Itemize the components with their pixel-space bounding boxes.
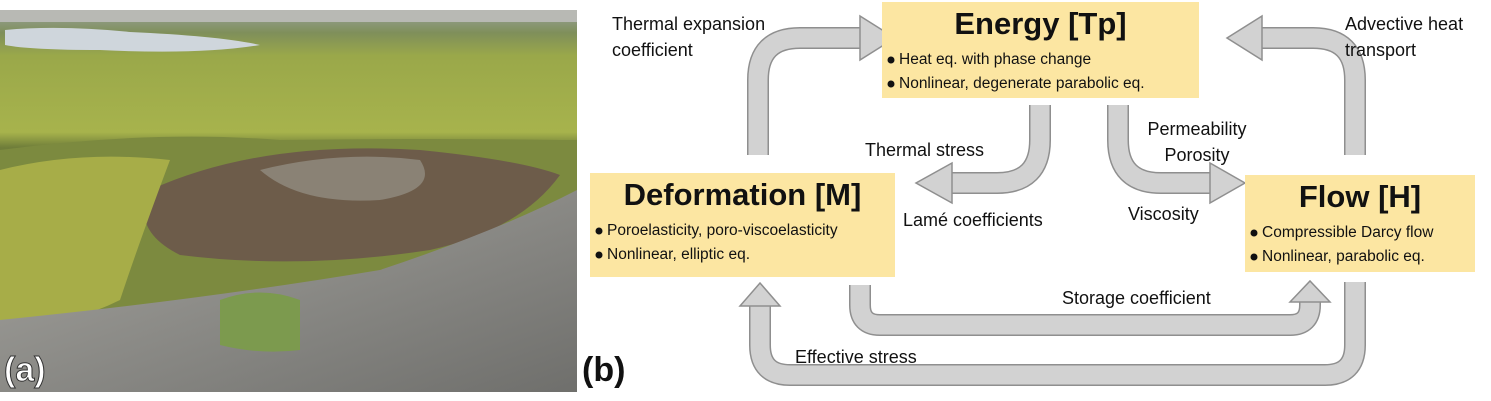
edge-label: Thermal stress — [865, 140, 984, 160]
node-box — [882, 2, 1199, 98]
node-box — [590, 173, 895, 277]
bullet — [1250, 253, 1258, 261]
node-title: Energy [Tp] — [954, 6, 1126, 41]
bullet — [595, 251, 603, 259]
arrow-head — [1288, 279, 1332, 303]
edge-label: Thermal expansion — [612, 14, 765, 34]
edge-label: Porosity — [1164, 145, 1229, 165]
arrow-body — [1262, 28, 1365, 155]
arrow-head — [738, 281, 782, 307]
bullet — [595, 227, 603, 235]
arrow-body — [1108, 105, 1210, 193]
node-item: Nonlinear, degenerate parabolic eq. — [899, 75, 1145, 92]
bullet — [887, 80, 895, 88]
arrow-body — [952, 105, 1050, 193]
edge-label: Storage coefficient — [1062, 288, 1211, 308]
bullet — [887, 56, 895, 64]
edge-label: Lamé coefficients — [903, 210, 1043, 230]
edge-label: Effective stress — [795, 347, 917, 367]
edge-label: coefficient — [612, 40, 693, 60]
node-title: Deformation [M] — [624, 177, 862, 212]
arrow-body — [748, 28, 860, 155]
edge-label: Viscosity — [1128, 204, 1199, 224]
node-title: Flow [H] — [1299, 179, 1421, 214]
node-box — [1245, 175, 1475, 272]
arrow-head — [1209, 161, 1247, 205]
edge-label: Permeability — [1147, 119, 1246, 139]
arrow-body — [750, 282, 1365, 385]
arrow-body — [850, 285, 1320, 335]
arrow-head — [1225, 14, 1263, 62]
edge-label: transport — [1345, 40, 1416, 60]
photo — [0, 10, 577, 392]
node-item: Compressible Darcy flow — [1262, 224, 1434, 241]
node-item: Nonlinear, elliptic eq. — [607, 246, 750, 263]
bullet — [1250, 229, 1258, 237]
arrow-head — [914, 161, 953, 205]
node-item: Heat eq. with phase change — [899, 51, 1091, 68]
arrow-head — [859, 14, 897, 62]
node-item: Nonlinear, parabolic eq. — [1262, 248, 1425, 265]
panel-label: (b) — [582, 351, 625, 389]
node-item: Poroelasticity, poro-viscoelasticity — [607, 222, 838, 239]
edge-label: Advective heat — [1345, 14, 1463, 34]
arrows — [738, 14, 1366, 386]
panel-label: (a) — [4, 351, 46, 389]
